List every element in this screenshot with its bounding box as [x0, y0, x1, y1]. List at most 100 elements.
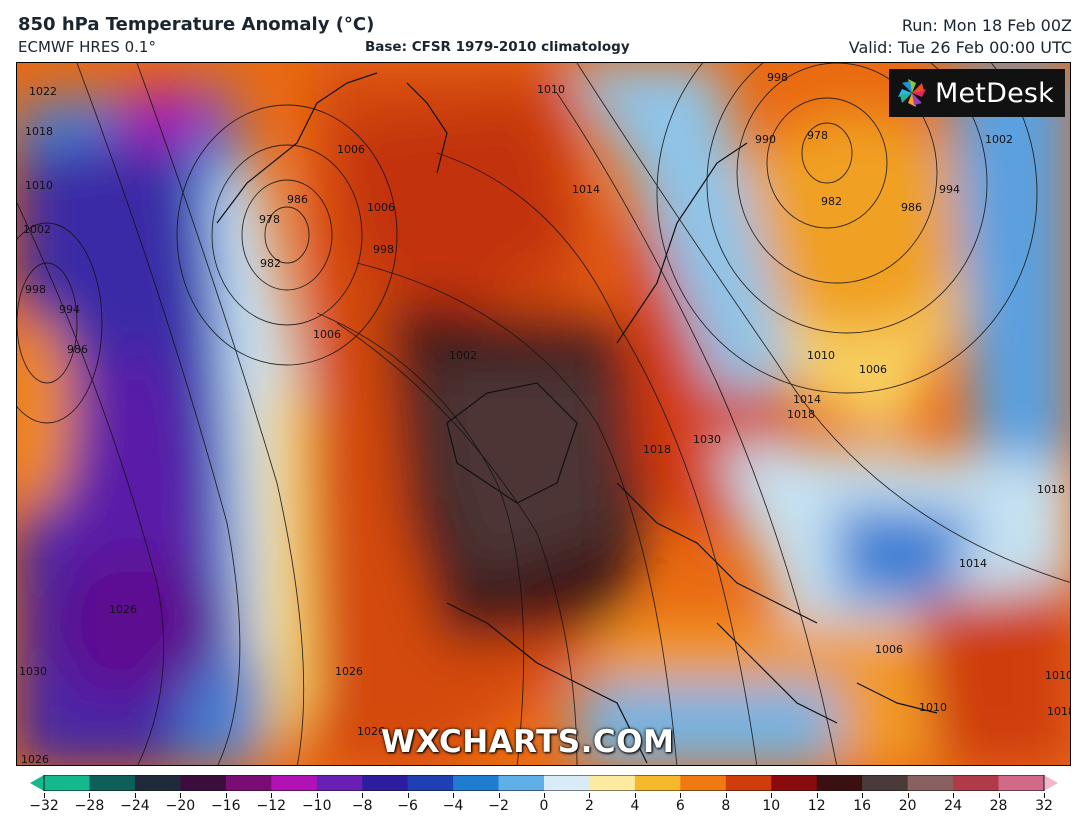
colorbar-segment	[907, 775, 954, 791]
colorbar-tick-mark	[453, 793, 455, 798]
isobar-label: 1030	[19, 665, 47, 678]
isobar-label: 990	[755, 133, 776, 146]
colorbar-tick-label: −12	[256, 798, 287, 814]
colorbar-tick-mark	[998, 793, 1000, 798]
isobar-label: 1014	[572, 183, 600, 196]
colorbar-tick-label: −6	[397, 798, 418, 814]
colorbar-tick-label: −24	[120, 798, 150, 814]
colorbar-segment	[725, 775, 772, 791]
isobar-label: 1002	[985, 133, 1013, 146]
chart-title: 850 hPa Temperature Anomaly (°C)	[18, 14, 375, 35]
colorbar-tick-label: 24	[944, 798, 962, 814]
colorbar-segment	[89, 775, 136, 791]
colorbar-segment	[44, 775, 91, 791]
colorbar-min-arrow	[30, 775, 44, 791]
colorbar-segment	[362, 775, 409, 791]
run-time: Run: Mon 18 Feb 00Z	[901, 16, 1072, 35]
isobar-label: 986	[901, 201, 922, 214]
colorbar-tick-label: −16	[211, 798, 241, 814]
isobar-label: 1006	[367, 201, 395, 214]
isobar-label: 978	[259, 213, 280, 226]
colorbar-tick-mark	[362, 793, 364, 798]
colorbar-max-arrow	[1044, 775, 1058, 791]
colorbar-segment	[180, 775, 227, 791]
isobar-label: 1026	[335, 665, 363, 678]
colorbar-tick-mark	[907, 793, 909, 798]
logo-text: MetDesk	[935, 77, 1054, 109]
colorbar-tick-mark	[771, 793, 773, 798]
isobar-label: 1018	[25, 125, 53, 138]
isobar-label: 1010	[807, 349, 835, 362]
colorbar-segment	[453, 775, 500, 791]
colorbar-tick-mark	[316, 793, 318, 798]
colorbar-tick-label: 2	[584, 798, 594, 814]
colorbar-tick-mark	[725, 793, 727, 798]
map-graphic: 1022 1018 1010 1002 994 986 998 1014 101…	[17, 63, 1071, 765]
colorbar-tick-mark	[225, 793, 227, 798]
isobar-label: 1010	[25, 179, 53, 192]
colorbar-tick-mark	[134, 793, 136, 798]
colorbar-tick-label: 4	[630, 798, 640, 814]
isobar-label: 1014	[793, 393, 821, 406]
isobar-label: 998	[373, 243, 394, 256]
colorbar-tick-mark	[953, 793, 955, 798]
colorbar-tick-mark	[89, 793, 91, 798]
isobar-label: 1018	[643, 443, 671, 456]
isobar-label: 1010	[919, 701, 947, 714]
colorbar-tick-label: −8	[351, 798, 373, 814]
colorbar-tick-mark	[498, 793, 500, 798]
isobar-label: 1026	[357, 725, 385, 738]
colorbar-tick-label: 12	[807, 798, 826, 814]
isobar-label: 1010	[1045, 669, 1071, 682]
colorbar-segment	[816, 775, 863, 791]
isobar-label: 994	[59, 303, 80, 316]
model-name: ECMWF HRES 0.1°	[18, 38, 156, 56]
colorbar-tick-mark	[407, 793, 409, 798]
isobar-label: 986	[287, 193, 308, 206]
isobar-label: 1006	[859, 363, 887, 376]
isobar-label: 994	[939, 183, 960, 196]
colorbar-tick-label: 28	[989, 798, 1008, 814]
colorbar-segment	[680, 775, 727, 791]
colorbar-tick-label: −2	[488, 798, 509, 814]
isobar-label: 1014	[959, 557, 987, 570]
colorbar-tick-mark	[271, 793, 273, 798]
isobar-label: 1026	[109, 603, 137, 616]
colorbar-segment	[225, 775, 272, 791]
colorbar-segment	[634, 775, 681, 791]
colorbar-tick-mark	[1044, 793, 1045, 798]
colorbar-ticks: −32 −28 −24 −20 −16 −12 −10 −8 −6 −4 −2 0 2 4 6 8 10 12 16…	[0, 793, 1088, 823]
colorbar-tick-label: −20	[165, 798, 196, 814]
colorbar-tick-label: 20	[898, 798, 917, 814]
colorbar-segment	[271, 775, 318, 791]
colorbar-tick-mark	[544, 793, 545, 798]
colorbar-tick-label: 8	[721, 798, 731, 814]
pinwheel-icon	[898, 79, 926, 107]
colorbar	[30, 775, 1058, 791]
isobar-label: 998	[767, 71, 788, 84]
colorbar-tick-mark	[589, 793, 591, 798]
base-climatology: Base: CFSR 1979-2010 climatology	[365, 39, 630, 55]
colorbar-tick-label: 10	[762, 798, 781, 814]
colorbar-segment	[771, 775, 818, 791]
colorbar-tick-mark	[180, 793, 182, 798]
colorbar-segment	[953, 775, 1000, 791]
isobar-label: 978	[807, 129, 828, 142]
isobar-label: 986	[67, 343, 88, 356]
isobar-label: 1022	[29, 85, 57, 98]
colorbar-tick-label: 32	[1035, 798, 1053, 814]
anomaly-map[interactable]: 1022 1018 1010 1002 994 986 998 1014 101…	[16, 62, 1071, 766]
colorbar-tick-label: 6	[675, 798, 685, 814]
colorbar-segment	[589, 775, 636, 791]
colorbar-tick-label: −10	[301, 798, 332, 814]
colorbar-tick-label: −28	[74, 798, 105, 814]
isobar-label: 1006	[875, 643, 903, 656]
colorbar-segment	[998, 775, 1045, 791]
isobar-label: 982	[821, 195, 842, 208]
isobar-label: 982	[260, 257, 281, 270]
metdesk-logo: MetDesk	[889, 69, 1065, 117]
isobar-label: 1002	[449, 349, 477, 362]
colorbar-segment	[862, 775, 909, 791]
watermark: WXCHARTS.COM	[381, 724, 675, 760]
colorbar-tick-label: −32	[29, 798, 59, 814]
